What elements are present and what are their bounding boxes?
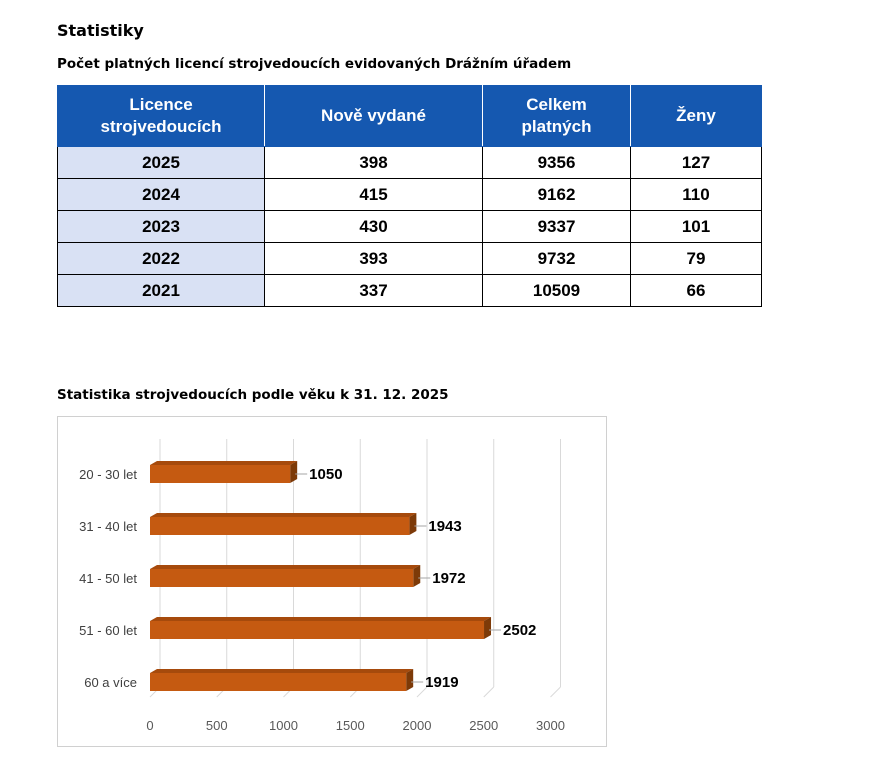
bar-side bbox=[413, 565, 421, 587]
bar bbox=[150, 569, 414, 587]
total-valid-cell: 9337 bbox=[482, 210, 631, 243]
new-issued-cell: 337 bbox=[264, 274, 483, 307]
x-tick-label: 2000 bbox=[403, 718, 432, 733]
table-row: 2022 393 9732 79 bbox=[57, 242, 762, 275]
header-zeny: Ženy bbox=[630, 85, 762, 147]
women-cell: 127 bbox=[630, 146, 762, 179]
bar-top bbox=[150, 669, 414, 673]
table-row: 2021 337 10509 66 bbox=[57, 274, 762, 307]
table-header-row: Licence strojvedoucích Nově vydané Celkem… bbox=[57, 85, 762, 147]
x-tick-label: 1500 bbox=[336, 718, 365, 733]
chart-title: Statistika strojvedoucích podle věku k 3… bbox=[57, 387, 449, 403]
category-label: 31 - 40 let bbox=[79, 519, 137, 534]
category-label: 41 - 50 let bbox=[79, 571, 137, 586]
bar-side bbox=[409, 513, 417, 535]
x-tick-label: 2500 bbox=[469, 718, 498, 733]
year-cell: 2025 bbox=[57, 146, 265, 179]
women-cell: 66 bbox=[630, 274, 762, 307]
header-licence: Licence strojvedoucích bbox=[57, 85, 265, 147]
bar-top bbox=[150, 565, 421, 569]
x-tick-label: 0 bbox=[146, 718, 153, 733]
license-table: Licence strojvedoucích Nově vydané Celkem… bbox=[57, 85, 762, 307]
total-valid-cell: 9356 bbox=[482, 146, 631, 179]
women-cell: 79 bbox=[630, 242, 762, 275]
year-cell: 2023 bbox=[57, 210, 265, 243]
data-label: 1919 bbox=[425, 674, 458, 691]
bar-top bbox=[150, 617, 492, 621]
page-title: Statistiky bbox=[57, 21, 144, 40]
table-row: 2025 398 9356 127 bbox=[57, 146, 762, 179]
women-cell: 110 bbox=[630, 178, 762, 211]
new-issued-cell: 393 bbox=[264, 242, 483, 275]
bar-side bbox=[290, 461, 298, 483]
bar bbox=[150, 465, 291, 483]
year-cell: 2021 bbox=[57, 274, 265, 307]
data-label: 1943 bbox=[428, 518, 461, 535]
age-bar-chart: 0 500 1000 1500 2000 2500 3000 20 - 30 let 1050 3… bbox=[79, 439, 565, 733]
bar-side bbox=[484, 617, 492, 639]
bar bbox=[150, 621, 485, 639]
women-cell: 101 bbox=[630, 210, 762, 243]
bar bbox=[150, 517, 410, 535]
new-issued-cell: 430 bbox=[264, 210, 483, 243]
header-nove-vydane: Nově vydané bbox=[264, 85, 483, 147]
data-label: 1050 bbox=[309, 466, 342, 483]
gridline bbox=[550, 686, 561, 698]
total-valid-cell: 9162 bbox=[482, 178, 631, 211]
bar-top bbox=[150, 513, 417, 517]
table-row: 2024 415 9162 110 bbox=[57, 178, 762, 211]
total-valid-cell: 10509 bbox=[482, 274, 631, 307]
total-valid-cell: 9732 bbox=[482, 242, 631, 275]
bar-side bbox=[406, 669, 414, 691]
x-tick-label: 500 bbox=[206, 718, 228, 733]
data-label: 2502 bbox=[503, 622, 536, 639]
bar bbox=[150, 673, 407, 691]
x-tick-label: 1000 bbox=[269, 718, 298, 733]
x-tick-label: 3000 bbox=[536, 718, 565, 733]
table-row: 2023 430 9337 101 bbox=[57, 210, 762, 243]
new-issued-cell: 398 bbox=[264, 146, 483, 179]
gridline bbox=[416, 686, 428, 698]
category-label: 20 - 30 let bbox=[79, 467, 137, 482]
category-label: 51 - 60 let bbox=[79, 623, 137, 638]
year-cell: 2022 bbox=[57, 242, 265, 275]
header-celkem-platnych: Celkem platných bbox=[482, 85, 631, 147]
category-label: 60 a více bbox=[84, 675, 137, 690]
age-chart: 0 500 1000 1500 2000 2500 3000 20 - 30 let 1050 3… bbox=[57, 416, 607, 747]
year-cell: 2024 bbox=[57, 178, 265, 211]
new-issued-cell: 415 bbox=[264, 178, 483, 211]
table-title: Počet platných licencí strojvedoucích ev… bbox=[57, 56, 572, 72]
bar-top bbox=[150, 461, 298, 465]
data-label: 1972 bbox=[432, 570, 465, 587]
gridline bbox=[483, 686, 495, 698]
